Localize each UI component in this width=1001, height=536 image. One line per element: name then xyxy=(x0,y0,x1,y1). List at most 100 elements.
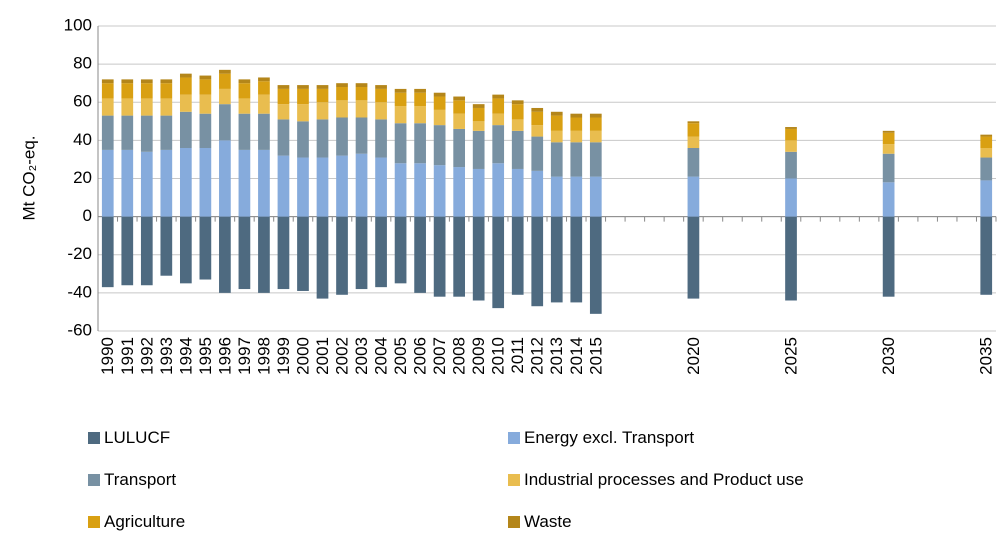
x-tick-label: 2010 xyxy=(489,337,508,375)
bar-segment xyxy=(355,83,368,87)
bar-segment xyxy=(179,77,192,95)
bar-segment xyxy=(160,149,173,217)
bar-segment xyxy=(882,144,895,154)
bar-segment xyxy=(179,111,192,148)
bar-segment xyxy=(492,113,505,126)
bar-segment xyxy=(980,157,993,181)
bar-segment xyxy=(199,216,212,280)
bar-segment xyxy=(531,170,544,217)
bar-segment xyxy=(550,176,563,217)
bar-segment xyxy=(140,98,153,116)
x-tick-label: 2000 xyxy=(293,337,312,375)
bar-segment xyxy=(589,142,602,177)
bar-segment xyxy=(414,92,426,107)
bar-segment xyxy=(219,73,231,89)
bar-segment xyxy=(297,216,309,291)
x-tick-label: 2008 xyxy=(450,337,469,375)
bar-segment xyxy=(433,92,446,97)
bar-segment xyxy=(589,176,602,217)
bar-segment xyxy=(472,130,485,169)
bar-segment xyxy=(882,153,895,183)
bar-segment xyxy=(570,176,583,217)
bar-segment xyxy=(258,81,270,95)
bar-segment xyxy=(355,117,368,154)
bar-segment xyxy=(355,87,368,101)
bar-segment xyxy=(101,83,114,99)
bar-segment xyxy=(160,83,173,99)
bar-segment xyxy=(316,119,329,158)
bar-segment xyxy=(277,104,290,120)
x-tick-label: 2012 xyxy=(528,337,547,375)
bar-segment xyxy=(433,165,446,217)
bar-segment xyxy=(550,142,563,177)
bar-segment xyxy=(336,87,348,101)
bar-segment xyxy=(297,85,309,89)
x-tick-label: 2020 xyxy=(684,337,703,375)
y-axis-label: Mt CO₂-eq. xyxy=(19,136,38,221)
bar-segment xyxy=(179,216,192,284)
legend-label: Waste xyxy=(524,512,572,531)
bar-segment xyxy=(531,136,544,171)
bar-segment xyxy=(336,100,348,118)
x-tick-label: 2013 xyxy=(547,337,566,375)
bar-segment xyxy=(316,102,329,120)
bar-segment xyxy=(277,88,290,105)
bar-segment xyxy=(980,180,993,217)
bar-segment xyxy=(121,115,134,150)
bar-segment xyxy=(687,216,700,299)
y-tick-label: 60 xyxy=(73,92,92,111)
bar-segment xyxy=(199,75,212,80)
bar-segment xyxy=(570,117,583,131)
bar-segment xyxy=(785,151,797,179)
bar-segment xyxy=(121,216,134,286)
x-tick-label: 2030 xyxy=(879,337,898,375)
bar-segment xyxy=(687,148,700,177)
bar-segment xyxy=(550,130,563,143)
x-tick-label: 2005 xyxy=(391,337,410,375)
bar-segment xyxy=(472,107,485,122)
bar-segment xyxy=(472,104,485,108)
y-tick-label: 40 xyxy=(73,130,92,149)
bar-segment xyxy=(160,98,173,116)
bar-segment xyxy=(589,130,602,143)
bar-segment xyxy=(882,182,895,217)
y-tick-label: -40 xyxy=(67,282,92,301)
bar-segment xyxy=(160,115,173,150)
bar-segment xyxy=(297,157,309,217)
bar-segment xyxy=(160,79,173,84)
legend-item: Transport xyxy=(88,470,176,490)
bar-segment xyxy=(687,121,700,124)
bar-segment xyxy=(492,98,505,114)
bar-segment xyxy=(492,163,505,217)
x-tick-label: 1996 xyxy=(215,337,234,375)
bar-segment xyxy=(511,168,524,217)
bar-segment xyxy=(121,79,134,84)
x-tick-label: 1994 xyxy=(176,337,195,375)
bar-segment xyxy=(511,119,524,131)
bar-segment xyxy=(414,88,426,93)
bar-segment xyxy=(531,216,544,307)
bar-segment xyxy=(453,167,466,217)
bar-segment xyxy=(258,94,270,114)
bar-segment xyxy=(414,216,426,293)
bar-segment xyxy=(511,130,524,169)
bar-segment xyxy=(160,216,173,276)
bar-segment xyxy=(140,216,153,286)
bar-segment xyxy=(199,113,212,148)
bar-segment xyxy=(570,113,583,118)
bar-segment xyxy=(472,121,485,131)
bar-segment xyxy=(570,142,583,177)
bar-segment xyxy=(355,153,368,217)
bar-segment xyxy=(179,148,192,217)
bar-segment xyxy=(570,130,583,143)
bar-segment xyxy=(219,104,231,141)
legend-swatch xyxy=(508,432,520,444)
legend-swatch xyxy=(88,474,100,486)
bar-segment xyxy=(394,123,407,164)
x-tick-label: 2035 xyxy=(977,337,996,375)
legend-swatch xyxy=(88,516,100,528)
bar-segment xyxy=(980,148,993,158)
y-tick-label: -60 xyxy=(67,320,92,339)
bar-segment xyxy=(277,119,290,156)
